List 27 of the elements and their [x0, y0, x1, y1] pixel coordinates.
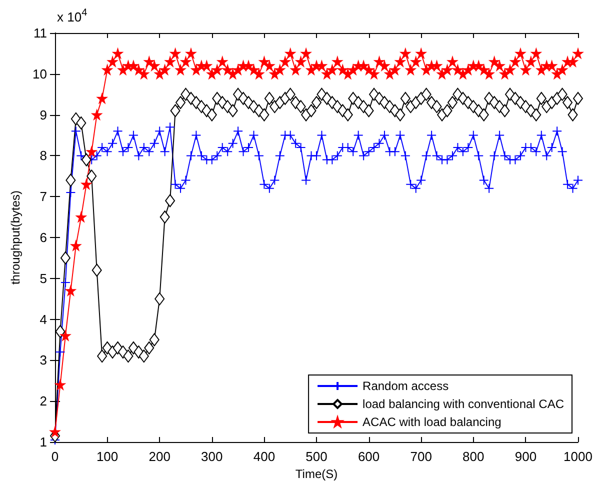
- x-axis-title: Time(S): [295, 466, 338, 481]
- y-tick-label: 6: [40, 230, 47, 245]
- y-tick-label: 8: [40, 148, 47, 164]
- x-tick-label: 700: [410, 449, 432, 464]
- x-tick-label: 500: [306, 449, 328, 464]
- y-tick-label: 2: [40, 394, 47, 409]
- x-tick-label: 900: [514, 449, 537, 464]
- y-tick-label: 11: [34, 26, 47, 40]
- x-tick-label: 600: [358, 449, 380, 464]
- legend-label: load balancing with conventional CAC: [362, 397, 564, 411]
- y-tick-label: 1: [40, 434, 47, 450]
- x-tick-label: 400: [253, 449, 276, 464]
- y-tick-label: 10: [32, 66, 47, 82]
- x-tick-label: 200: [148, 449, 170, 464]
- x-tick-label: 1000: [564, 449, 592, 464]
- x-tick-label: 800: [462, 449, 484, 464]
- legend-label: Random access: [362, 379, 449, 393]
- x-tick-label: 0: [51, 449, 59, 464]
- y-tick-label: 9: [40, 107, 47, 122]
- x-tick-label: 300: [201, 449, 223, 464]
- y-tick-label: 4: [40, 312, 47, 327]
- legend-label: ACAC with load balancing: [362, 415, 502, 429]
- x-tick-label: 100: [96, 449, 118, 464]
- y-tick-label: 7: [40, 189, 47, 204]
- y-tick-label: 3: [40, 352, 47, 368]
- y-tick-label: 5: [40, 270, 47, 286]
- y-axis-title: throughput(bytes): [8, 190, 23, 285]
